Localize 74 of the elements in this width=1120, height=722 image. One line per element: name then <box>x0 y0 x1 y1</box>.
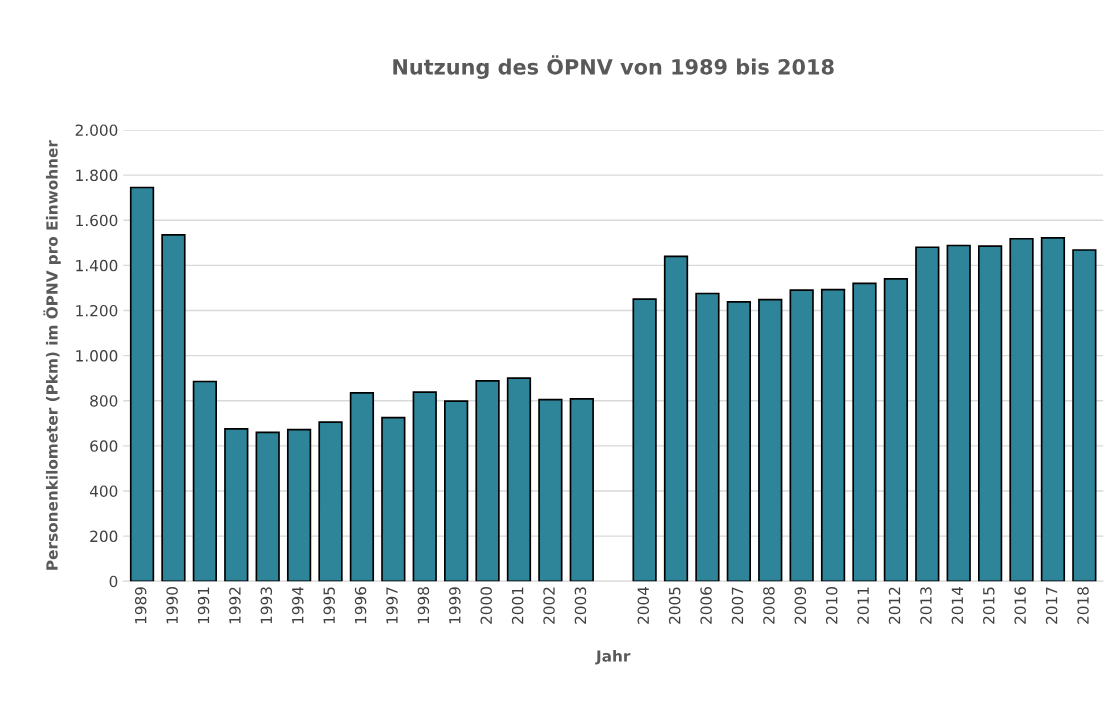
bar <box>318 421 343 582</box>
x-tick-label: 2000 <box>480 587 492 624</box>
bar <box>726 301 751 582</box>
x-tick-label: 2008 <box>763 587 775 624</box>
x-tick-label: 2003 <box>574 587 587 624</box>
bar <box>977 245 1003 582</box>
x-tick-label: 1996 <box>354 587 367 624</box>
bar <box>915 246 940 582</box>
bar <box>1009 237 1034 582</box>
x-tick-label: 2013 <box>920 587 932 624</box>
bar <box>852 282 877 582</box>
bar <box>224 428 249 582</box>
y-tick-label: 200 <box>90 530 118 543</box>
x-axis-title: Jahr <box>595 649 631 665</box>
x-tick-label: 2016 <box>1014 587 1026 624</box>
bar <box>758 298 783 582</box>
y-tick-label: 800 <box>90 395 118 407</box>
x-tick-label: 1993 <box>260 587 273 624</box>
bar <box>475 380 500 582</box>
x-tick-label: 2004 <box>637 586 650 624</box>
x-tick-label: 1997 <box>386 587 398 624</box>
y-tick-label: 600 <box>90 440 118 452</box>
x-tick-label: 1989 <box>134 587 147 624</box>
bar <box>663 255 689 582</box>
x-tick-label: 1990 <box>166 587 178 624</box>
bar <box>1040 236 1066 582</box>
x-tick-label: 2011 <box>857 587 869 624</box>
x-tick-label: 2012 <box>888 587 901 624</box>
y-tick-label: 400 <box>89 485 118 497</box>
x-tick-label: 2005 <box>668 587 681 624</box>
y-axis-title: Personenkilometer (Pkm) im ÖPNV pro Einwohner <box>43 140 61 570</box>
y-tick-label: 0 <box>109 575 118 588</box>
x-tick-label: 2018 <box>1077 587 1089 624</box>
bar <box>538 398 563 582</box>
bar <box>129 186 155 582</box>
bar <box>161 234 186 582</box>
bar <box>286 428 312 582</box>
bar <box>412 391 437 582</box>
bar <box>349 391 375 582</box>
bar <box>569 398 594 582</box>
x-tick-label: 2015 <box>983 587 995 624</box>
y-tick-label: 1.600 <box>76 214 118 227</box>
bar <box>789 289 814 582</box>
bar <box>255 431 280 582</box>
bar <box>1072 249 1097 582</box>
y-tick-label: 1.400 <box>76 259 118 272</box>
bar <box>820 288 846 582</box>
x-tick-label: 1992 <box>229 587 241 624</box>
x-tick-label: 2002 <box>543 587 555 624</box>
x-tick-label: 1998 <box>417 587 430 624</box>
x-tick-label: 2001 <box>511 587 524 624</box>
bar <box>192 380 218 582</box>
bar <box>444 400 469 582</box>
y-tick-label: 2.000 <box>75 124 118 136</box>
bar <box>506 377 532 582</box>
x-tick-label: 1999 <box>449 587 461 624</box>
chart-title: Nutzung des ÖPNV von 1989 bis 2018 <box>393 55 834 79</box>
bar <box>695 292 720 582</box>
x-tick-label: 1991 <box>197 587 210 624</box>
x-tick-label: 2009 <box>794 587 807 624</box>
bar <box>883 278 909 582</box>
y-tick-label: 1.000 <box>76 350 118 362</box>
bar <box>381 416 406 582</box>
x-tick-label: 2006 <box>700 587 712 624</box>
y-tick-label: 1.200 <box>76 304 118 317</box>
x-tick-label: 2017 <box>1045 587 1058 624</box>
bar <box>632 298 657 582</box>
x-tick-label: 2007 <box>731 587 744 624</box>
x-tick-label: 2010 <box>825 587 838 624</box>
x-tick-label: 1995 <box>323 587 335 624</box>
x-tick-label: 1994 <box>291 586 304 624</box>
bar <box>946 244 971 582</box>
x-tick-label: 2014 <box>951 586 964 624</box>
y-tick-label: 1.800 <box>76 169 118 182</box>
